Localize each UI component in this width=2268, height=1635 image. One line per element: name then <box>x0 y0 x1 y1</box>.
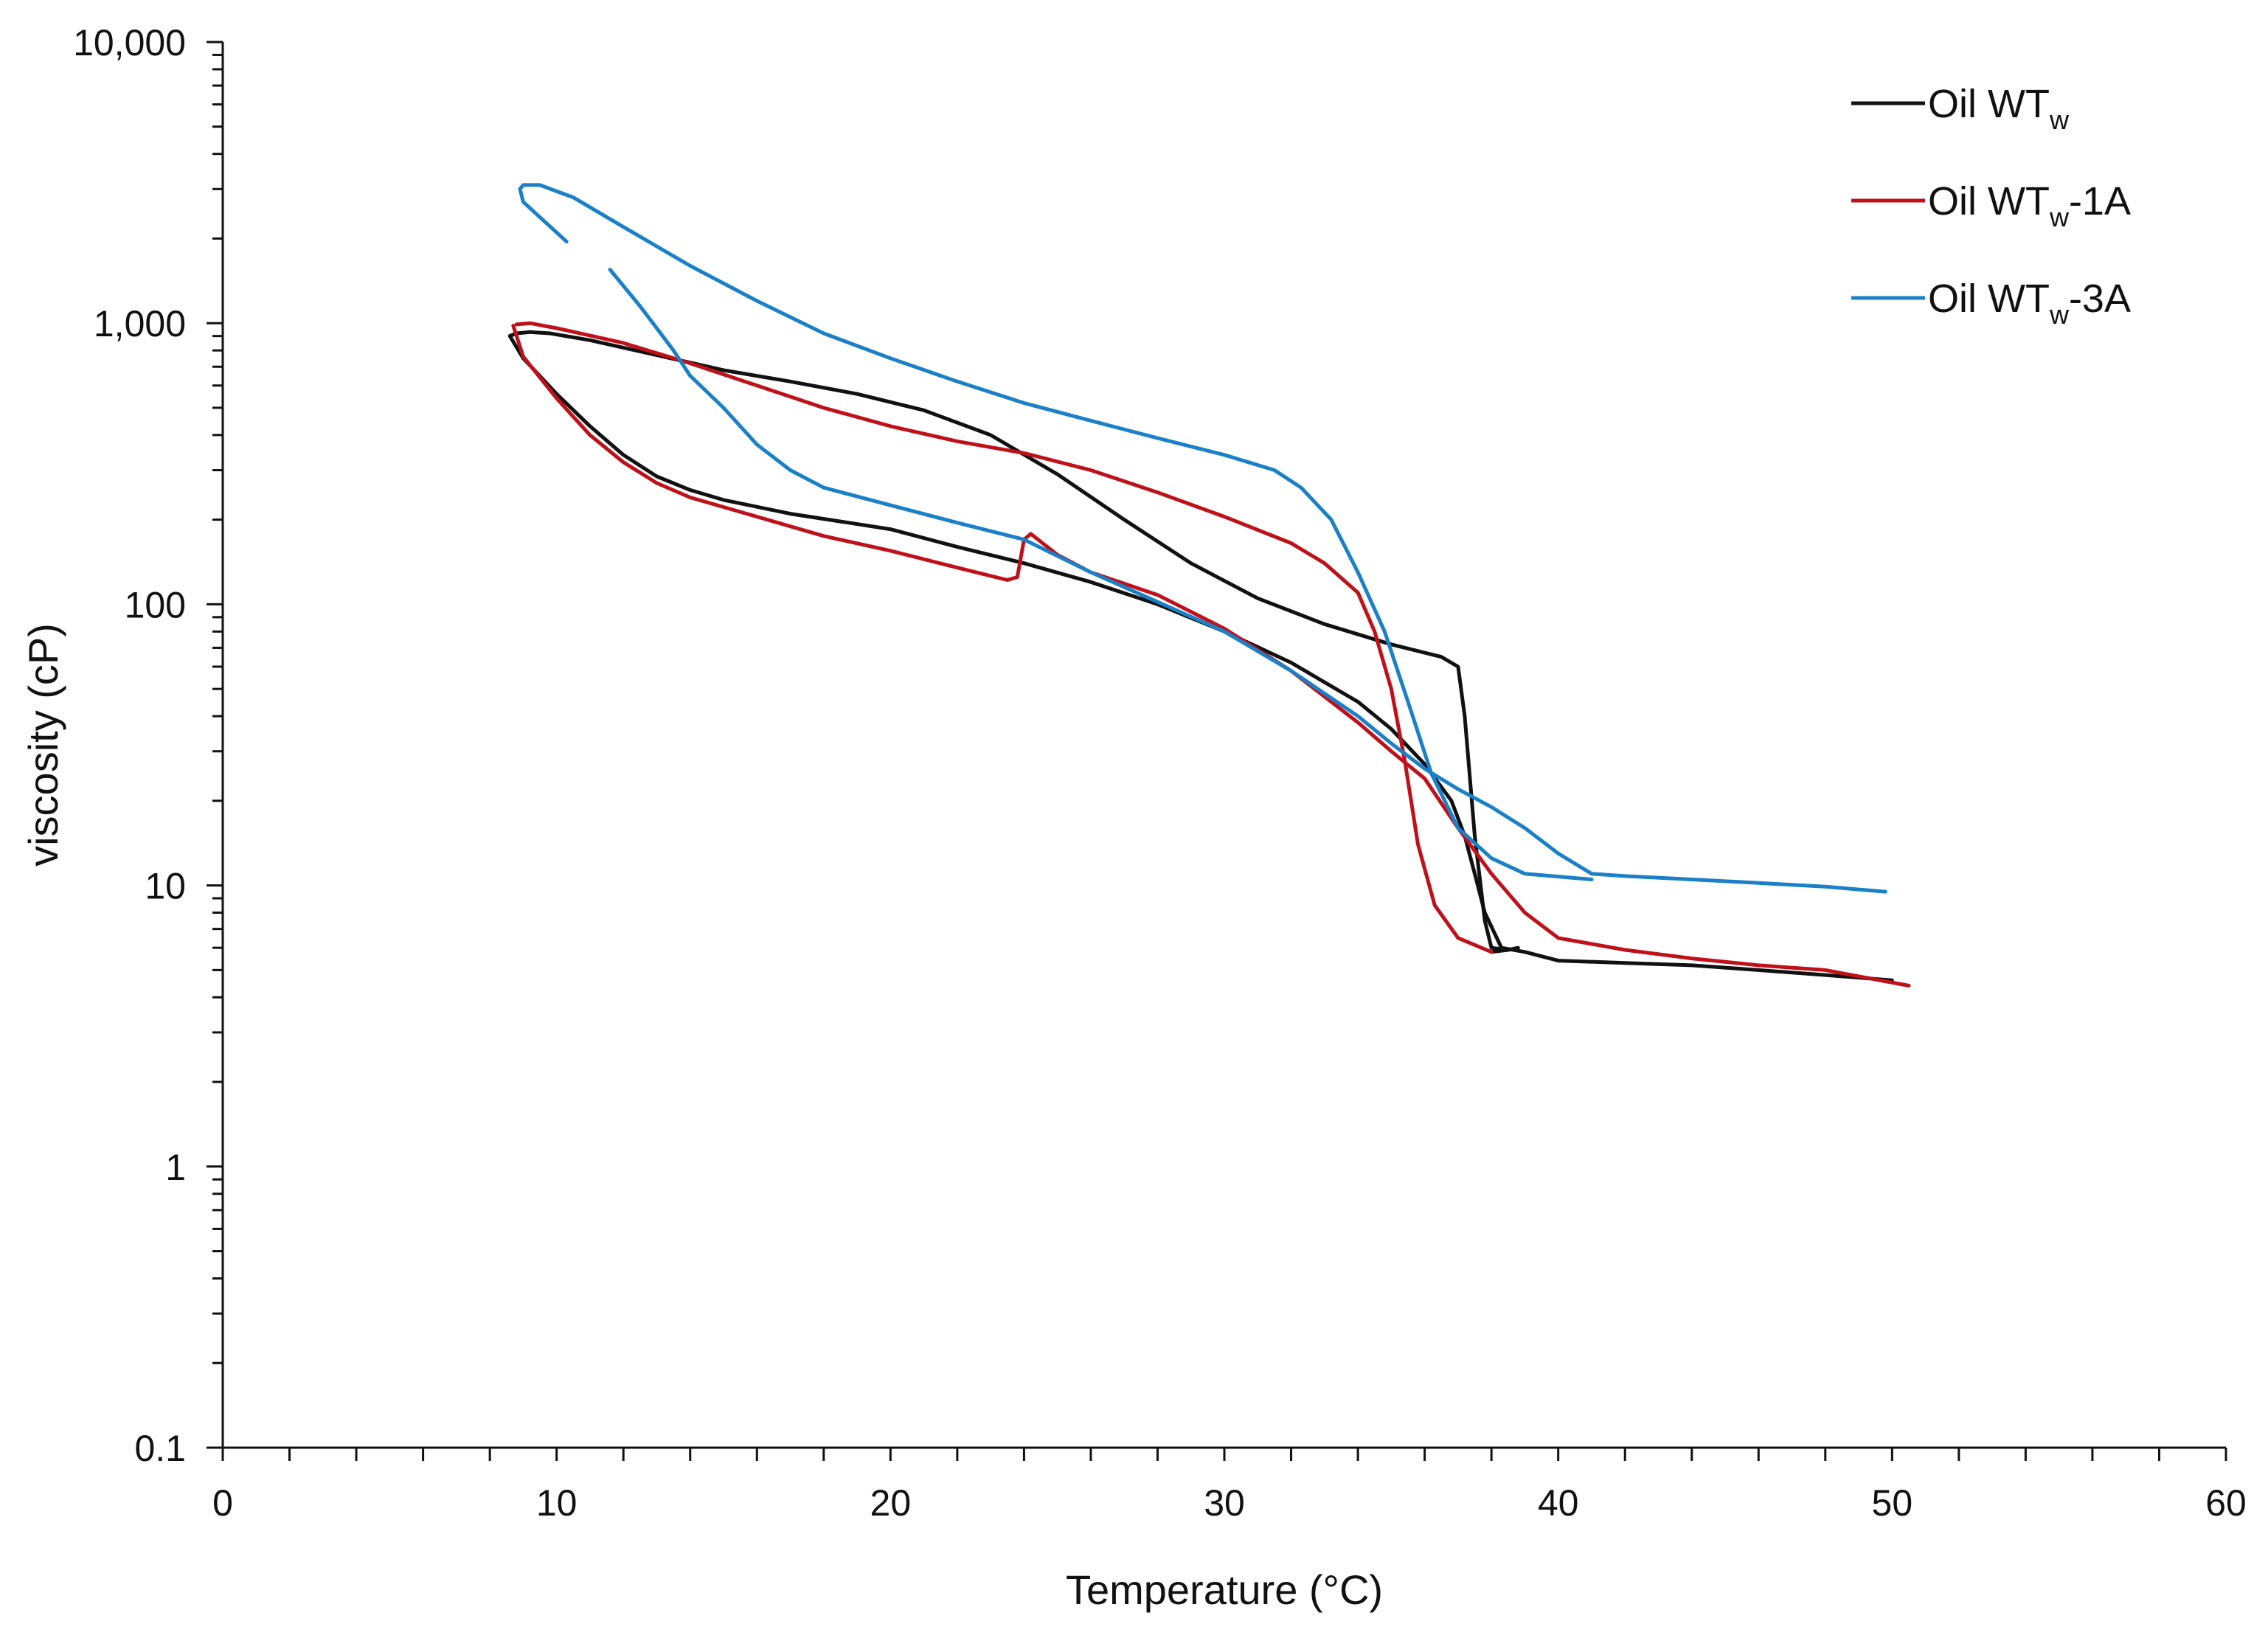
x-tick-label: 50 <box>1872 1482 1913 1524</box>
x-tick-label: 0 <box>212 1482 233 1524</box>
series-group <box>507 183 1911 987</box>
legend-item: Oil WTw-3A <box>1851 277 2131 330</box>
legend-label: Oil WTw <box>1928 82 2070 135</box>
series-line-5 <box>518 183 1594 881</box>
x-axis-title: Temperature (°C) <box>1066 1566 1383 1613</box>
legend: Oil WTw Oil WTw-1A Oil WTw-3A <box>1851 82 2131 330</box>
x-tick-label: 10 <box>536 1482 578 1524</box>
y-tick-label: 0.1 <box>134 1428 186 1469</box>
x-tick-label: 30 <box>1204 1482 1245 1524</box>
x-tick-label: 60 <box>2205 1482 2247 1524</box>
y-tick-label: 1,000 <box>94 303 186 344</box>
y-axis-ticks: 0.1 1 10 100 1,000 10,000 <box>73 22 223 1469</box>
x-tick-label: 20 <box>870 1482 912 1524</box>
legend-item: Oil WTw-1A <box>1851 179 2131 232</box>
series-line-1 <box>507 330 1520 954</box>
y-tick-label: 100 <box>125 584 186 625</box>
series-line-4 <box>608 268 1887 894</box>
legend-item: Oil WTw <box>1851 82 2070 135</box>
y-tick-label: 10 <box>145 866 186 907</box>
x-axis-ticks: 0 10 20 30 40 50 60 <box>212 1448 2247 1524</box>
axes <box>221 42 2226 1449</box>
y-axis-title: viscosity (cP) <box>20 623 66 867</box>
legend-label: Oil WTw-1A <box>1928 179 2131 232</box>
series-line-0 <box>507 334 1894 982</box>
y-tick-label: 10,000 <box>73 22 186 63</box>
series-line-2 <box>511 324 1911 987</box>
series-line-3 <box>514 321 1494 954</box>
legend-label: Oil WTw-3A <box>1928 277 2131 330</box>
y-tick-label: 1 <box>165 1147 186 1188</box>
x-tick-label: 40 <box>1538 1482 1579 1524</box>
